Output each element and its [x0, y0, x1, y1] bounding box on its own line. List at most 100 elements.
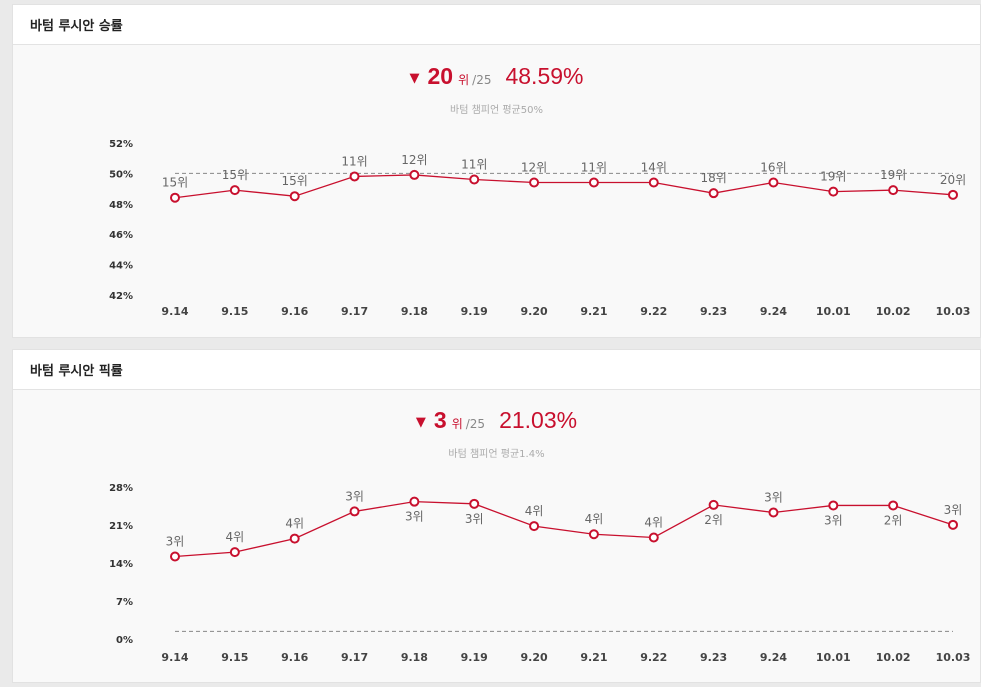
data-point[interactable] [588, 177, 599, 188]
x-tick-label: 9.20 [521, 305, 548, 318]
data-point[interactable] [349, 171, 360, 182]
point-rank-label: 3위 [465, 512, 484, 526]
y-tick-label: 28% [109, 483, 133, 494]
data-point[interactable] [708, 499, 719, 510]
data-point[interactable] [529, 177, 540, 188]
point-rank-label: 20위 [940, 173, 966, 187]
x-tick-label: 9.17 [341, 651, 368, 664]
data-point[interactable] [229, 185, 240, 196]
percent-value: 48.59% [505, 63, 584, 89]
data-point[interactable] [588, 529, 599, 540]
data-point[interactable] [648, 177, 659, 188]
rank-value: 3 [433, 407, 447, 433]
point-rank-label: 12위 [521, 161, 547, 175]
point-rank-label: 3위 [764, 491, 783, 505]
y-tick-label: 7% [116, 597, 133, 608]
average-text: 바텀 챔피언 평균50% [450, 105, 543, 116]
point-rank-label: 3위 [166, 534, 185, 548]
point-rank-label: 4위 [585, 512, 604, 526]
x-tick-label: 9.22 [640, 305, 667, 318]
data-point[interactable] [289, 191, 300, 202]
x-tick-label: 9.20 [521, 651, 548, 664]
panel-title: 바텀 루시안 승률 [30, 19, 123, 34]
panel-header: 바텀 루시안 승률 [13, 5, 980, 45]
data-point[interactable] [828, 186, 839, 197]
x-tick-label: 9.14 [161, 305, 188, 318]
data-point[interactable] [708, 188, 719, 199]
x-tick-label: 9.14 [161, 651, 188, 664]
point-rank-label: 4위 [525, 504, 544, 518]
data-point[interactable] [409, 496, 420, 507]
pick-rate-panel: 바텀 루시안 픽률 ▼ 3 위 /25 21.03% 바텀 챔피언 평균1.4%… [12, 349, 981, 683]
y-tick-label: 21% [109, 521, 133, 532]
y-tick-label: 42% [109, 291, 133, 302]
series-line [174, 501, 954, 558]
down-triangle-icon: ▼ [415, 415, 426, 430]
percent-value: 21.03% [499, 407, 578, 433]
data-point[interactable] [888, 185, 899, 196]
x-tick-label: 9.23 [700, 651, 727, 664]
data-point[interactable] [948, 189, 958, 200]
y-tick-label: 14% [109, 559, 133, 570]
data-point[interactable] [469, 174, 480, 185]
point-rank-label: 2위 [704, 513, 723, 527]
y-tick-label: 50% [109, 169, 133, 180]
win-rate-panel: 바텀 루시안 승률 ▼ 20 위 /25 48.59% 바텀 챔피언 평균50%… [12, 4, 981, 338]
rank-unit: 위 [451, 417, 463, 431]
x-tick-label: 9.24 [760, 305, 787, 318]
x-tick-label: 9.19 [461, 305, 488, 318]
point-rank-label: 19위 [820, 170, 846, 184]
point-rank-label: 11위 [581, 161, 607, 175]
x-tick-label: 10.03 [936, 651, 971, 664]
data-point[interactable] [648, 532, 659, 543]
data-point[interactable] [768, 507, 779, 518]
y-tick-label: 44% [109, 261, 133, 272]
series-line [174, 174, 954, 199]
data-point[interactable] [409, 169, 420, 180]
data-point[interactable] [768, 177, 779, 188]
x-tick-label: 10.01 [816, 305, 851, 318]
x-tick-label: 10.02 [876, 651, 911, 664]
point-rank-label: 15위 [222, 168, 248, 182]
panel-title: 바텀 루시안 픽률 [30, 364, 123, 379]
point-rank-label: 14위 [641, 161, 667, 175]
data-point[interactable] [170, 192, 180, 203]
x-tick-label: 9.24 [760, 651, 787, 664]
x-tick-label: 9.17 [341, 305, 368, 318]
data-point[interactable] [529, 521, 540, 532]
data-point[interactable] [229, 547, 240, 558]
data-point[interactable] [349, 506, 360, 517]
x-tick-label: 10.01 [816, 651, 851, 664]
x-tick-label: 10.02 [876, 305, 911, 318]
data-point[interactable] [828, 500, 839, 511]
rank-total: /25 [465, 417, 486, 431]
x-tick-label: 9.19 [461, 651, 488, 664]
x-tick-label: 9.15 [221, 651, 248, 664]
x-tick-label: 9.18 [401, 651, 428, 664]
point-rank-label: 2위 [884, 513, 903, 527]
y-tick-label: 46% [109, 230, 133, 241]
point-rank-label: 15위 [282, 174, 308, 188]
data-point[interactable] [289, 533, 300, 544]
win-rate-line-chart: 42% 44% 46% 48% 50% 52% 9.14 9.15 9.16 9.17 9.18 9.… [109, 139, 970, 318]
y-tick-label: 52% [109, 139, 133, 150]
point-rank-label: 11위 [341, 154, 367, 168]
point-rank-label: 19위 [880, 168, 906, 182]
data-point[interactable] [170, 551, 180, 562]
x-tick-label: 9.23 [700, 305, 727, 318]
x-tick-label: 9.15 [221, 305, 248, 318]
data-point[interactable] [948, 519, 958, 530]
rank-summary: ▼ 20 위 /25 48.59% [13, 63, 980, 90]
point-rank-label: 15위 [162, 176, 188, 190]
rank-unit: 위 [458, 73, 470, 87]
pick-rate-line-chart: 0% 7% 14% 21% 28% 9.14 9.15 9.16 9.17 9.18 9.19 9.2… [109, 483, 971, 664]
x-tick-label: 9.16 [281, 305, 308, 318]
data-point[interactable] [469, 498, 480, 509]
rank-value: 20 [427, 63, 454, 89]
point-rank-label: 4위 [285, 517, 304, 531]
point-rank-label: 3위 [345, 489, 364, 503]
rank-total: /25 [472, 73, 492, 87]
down-triangle-icon: ▼ [409, 71, 420, 86]
point-rank-label: 18위 [700, 171, 726, 185]
data-point[interactable] [888, 500, 899, 511]
